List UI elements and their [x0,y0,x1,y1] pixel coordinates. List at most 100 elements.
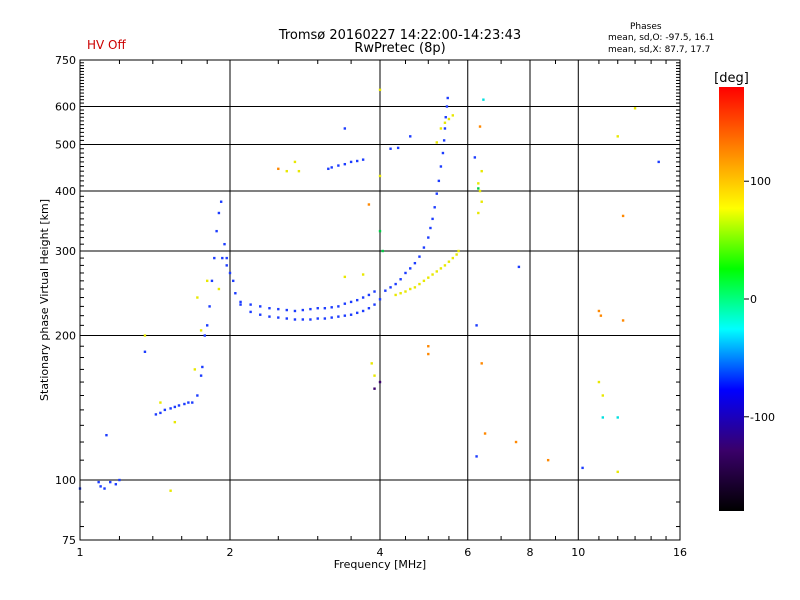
y-tick-label: 75 [62,534,76,547]
data-point [475,455,478,458]
data-point [337,305,340,308]
x-tick-label: 6 [464,546,471,559]
data-point [208,305,211,308]
x-tick-label: 1 [77,546,84,559]
data-point [203,334,206,337]
colorbar [719,87,744,511]
data-point [196,394,199,397]
data-point [205,279,209,283]
data-point [217,287,221,291]
data-point [444,116,447,119]
data-point [173,405,177,409]
data-point [447,260,451,263]
data-point [475,324,478,327]
data-point [581,466,584,470]
data-point [404,271,407,275]
data-point [373,290,376,293]
data-point [239,303,242,306]
data-point [431,217,434,221]
data-point [327,167,330,171]
phases-o-stats: mean, sd,O: -97.5, 16.1 [608,33,715,43]
data-point [422,279,426,283]
data-point [418,282,421,286]
data-point [455,253,458,256]
data-point [297,169,301,173]
data-point [517,265,521,269]
data-point [437,179,441,183]
data-point [601,394,605,397]
data-point [223,242,226,246]
data-point [143,334,147,337]
data-point [169,489,172,492]
data-point [205,324,209,327]
data-point [316,317,319,320]
plot-frame [79,59,681,541]
data-point [439,127,443,130]
colorbar-tick-label: 0 [750,293,757,306]
data-point [259,313,262,316]
data-point [316,307,319,310]
data-point [301,318,305,321]
data-point [378,298,382,301]
x-axis-label: Frequency [MHz] [334,558,426,571]
data-point [105,433,108,437]
data-point [599,314,603,317]
data-point [154,413,158,416]
data-point [103,487,106,490]
data-point [187,401,190,404]
data-point [373,303,376,306]
data-point [480,200,483,203]
data-point [433,206,436,209]
data-point [442,139,446,142]
data-point [159,401,162,404]
data-point [616,470,619,474]
axis-ticks: 1 2 4 6 8 10 16 75 100 200 300 400 500 600 750 [55,54,687,559]
data-point [199,374,203,377]
colorbar-ticks: 100 0 -100 [744,175,775,424]
data-point [349,300,353,304]
data-point [601,416,605,419]
data-point [285,317,288,320]
data-point [285,169,288,173]
data-point [447,117,451,121]
data-point [196,296,199,299]
y-tick-label: 500 [55,139,76,152]
data-point [597,380,601,384]
data-point [409,287,412,291]
data-point [343,275,347,279]
data-point [183,402,186,406]
data-point [355,311,359,315]
data-point [409,135,412,138]
data-point [478,125,482,128]
data-point [361,273,365,276]
data-point [277,307,280,311]
data-point [355,159,359,163]
colorbar-label: [deg] [714,71,749,86]
data-point [97,480,100,484]
x-tick-label: 16 [673,546,687,559]
data-point [268,307,271,310]
data-point [163,408,167,412]
data-point [228,271,232,275]
colorbar-tick-label: 100 [750,175,771,188]
data-point [293,309,297,313]
data-point [173,420,177,424]
data-point [361,296,365,299]
data-point [389,286,392,289]
data-point [361,158,365,161]
data-point [435,141,438,144]
data-point [441,151,445,155]
data-point [597,309,601,313]
data-point [427,352,430,356]
data-point [249,303,252,306]
data-point [159,411,162,415]
data-point [616,135,619,138]
x-tick-label: 10 [571,546,585,559]
data-point [210,279,214,283]
colorbar-tick-label: -100 [750,411,775,424]
data-point [234,292,237,295]
phases-title: Phases [630,22,662,32]
data-point [480,362,483,365]
data-point [378,229,382,233]
hv-status-label: HV Off [87,38,126,52]
